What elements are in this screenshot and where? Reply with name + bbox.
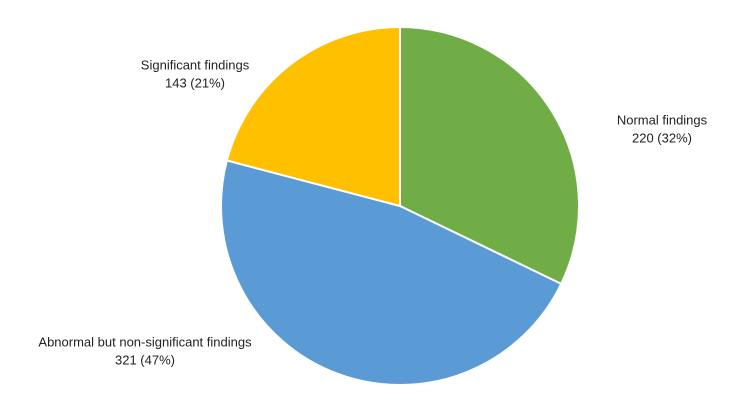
slice-label: Abnormal but non-significant findings (38, 334, 252, 349)
slice-value-label: 143 (21%) (165, 75, 225, 90)
pie-slice (220, 159, 563, 386)
pie-slice (399, 25, 580, 286)
slice-value-label: 220 (32%) (632, 130, 692, 145)
slice-label: Significant findings (141, 57, 250, 72)
slice-value-label: 321 (47%) (115, 352, 175, 367)
slice-label: Normal findings (617, 112, 708, 127)
pie-slice (225, 25, 401, 208)
